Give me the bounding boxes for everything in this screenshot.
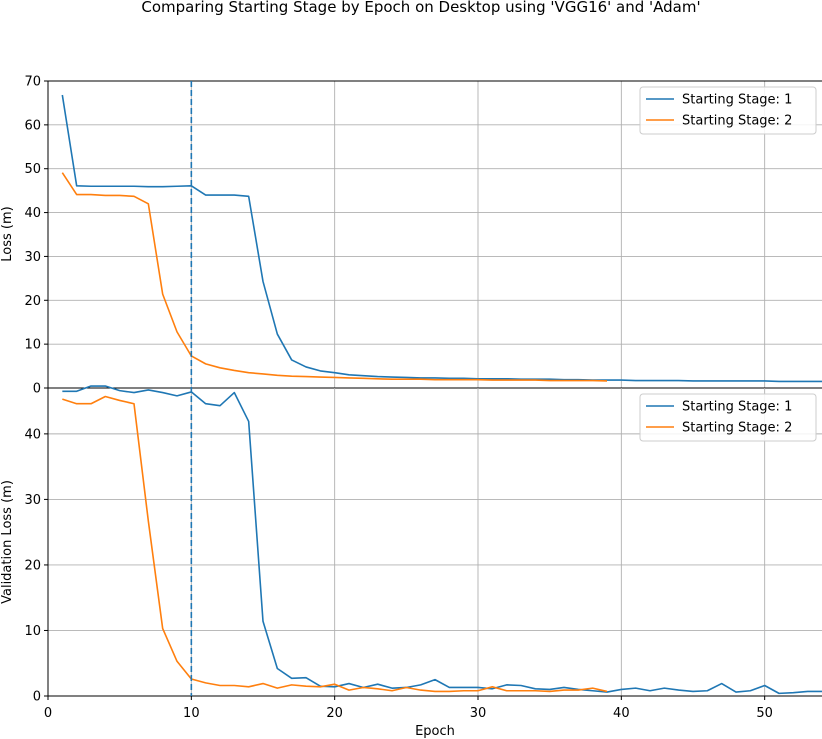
validation-legend: Starting Stage: 1 Starting Stage: 2 — [639, 393, 817, 442]
x-axis: 0 10 20 30 40 50 — [44, 696, 773, 721]
validation-y-axis-label: Validation Loss (m) — [0, 480, 15, 604]
y-tick-label: 20 — [24, 294, 41, 309]
x-tick-label: 40 — [613, 706, 630, 721]
series-line-2 — [61, 172, 608, 382]
x-tick-label: 20 — [326, 706, 343, 721]
y-tick-label: 70 — [24, 75, 41, 90]
y-tick-label: 40 — [24, 206, 41, 221]
y-tick-label: 30 — [24, 493, 41, 508]
legend-label-1: Starting Stage: 1 — [682, 93, 792, 108]
x-tick-label: 0 — [44, 706, 52, 721]
legend-box — [639, 393, 817, 442]
legend-box — [639, 86, 817, 135]
series-line-2 — [62, 395, 608, 693]
series-line-1 — [62, 385, 822, 695]
y-tick-label: 60 — [24, 118, 41, 133]
series-line-1 — [61, 94, 822, 383]
y-tick-label: 30 — [24, 250, 41, 265]
y-tick-label: 10 — [24, 624, 41, 639]
loss-panel: 0 10 20 30 40 50 60 70 Loss (m) Starting Stage:… — [0, 75, 822, 397]
chart-title: Comparing Starting Stage by Epoch on Des… — [141, 0, 700, 16]
validation-loss-panel: 0 10 20 30 40 Validation Loss (m) Starting S… — [0, 385, 822, 705]
y-tick-label: 50 — [24, 162, 41, 177]
y-tick-label: 0 — [33, 382, 41, 397]
legend-label-2: Starting Stage: 2 — [682, 421, 792, 436]
x-tick-label: 50 — [756, 706, 773, 721]
y-tick-label: 40 — [24, 427, 41, 442]
loss-y-axis-label: Loss (m) — [0, 206, 15, 261]
y-tick-label: 0 — [33, 690, 41, 705]
loss-legend: Starting Stage: 1 Starting Stage: 2 — [639, 86, 817, 135]
y-tick-label: 10 — [24, 338, 41, 353]
legend-label-1: Starting Stage: 1 — [682, 400, 792, 415]
x-axis-label: Epoch — [415, 724, 455, 739]
legend-label-2: Starting Stage: 2 — [682, 114, 792, 129]
x-tick-label: 30 — [470, 706, 487, 721]
y-tick-label: 20 — [24, 558, 41, 573]
x-tick-label: 10 — [183, 706, 200, 721]
